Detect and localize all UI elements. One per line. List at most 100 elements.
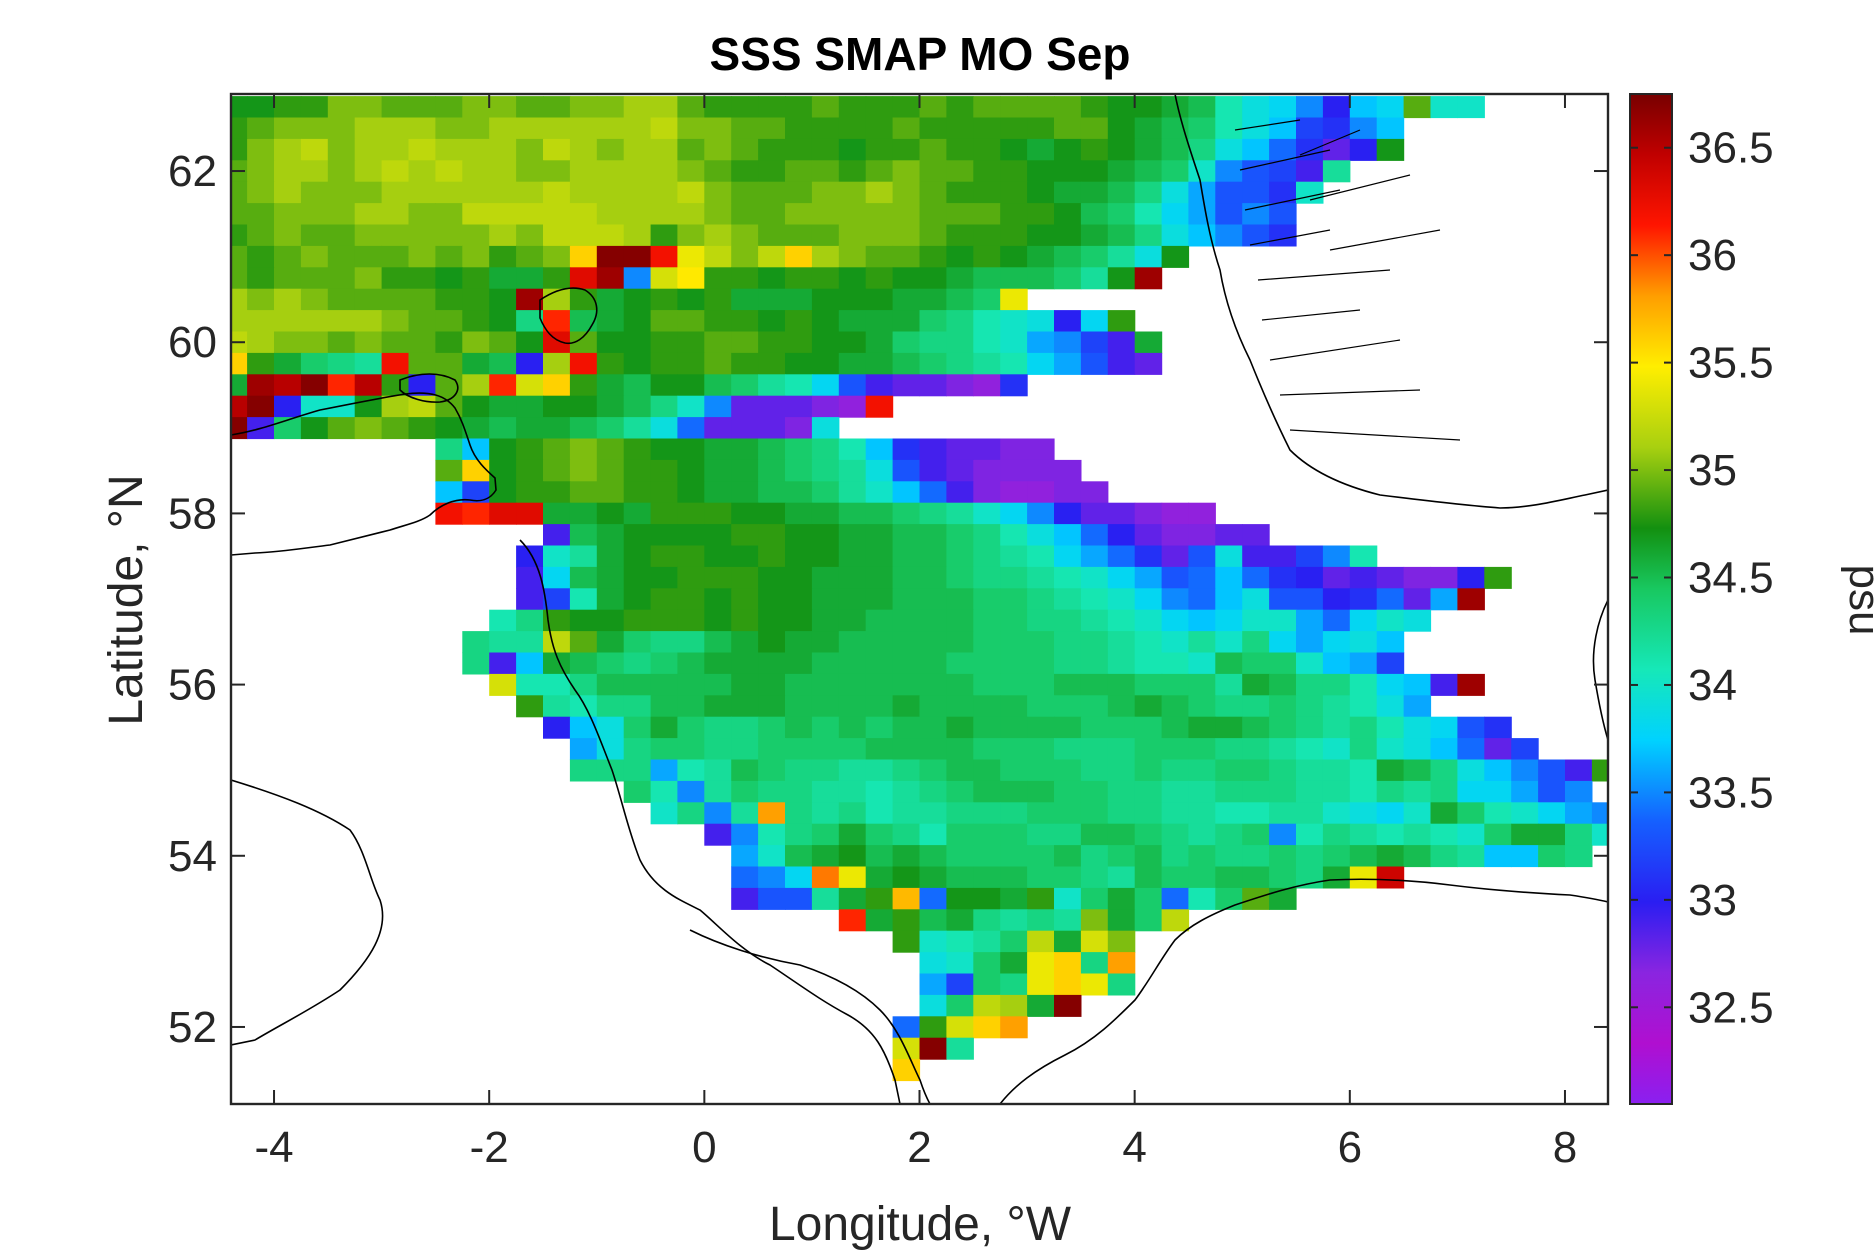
heatmap-cell <box>1054 930 1082 953</box>
heatmap-cell <box>327 203 356 226</box>
heatmap-cell <box>516 695 544 718</box>
heatmap-cell <box>1027 887 1055 910</box>
heatmap-cell <box>623 716 652 739</box>
colorbar-tick-label: 34 <box>1688 661 1737 710</box>
heatmap-cell <box>300 245 329 268</box>
heatmap-cell <box>919 524 947 547</box>
heatmap-cell <box>1349 845 1378 868</box>
heatmap-cell <box>811 160 840 183</box>
heatmap-cell <box>892 310 921 333</box>
heatmap-cell <box>704 802 732 825</box>
heatmap-cell <box>1027 823 1055 846</box>
heatmap-cell <box>1269 224 1297 247</box>
heatmap-cell <box>596 224 625 247</box>
heatmap-cell <box>462 459 490 482</box>
heatmap-cell <box>1215 588 1243 611</box>
heatmap-cell <box>731 866 759 889</box>
heatmap-cell <box>1269 138 1297 161</box>
heatmap-cell <box>1054 909 1082 932</box>
heatmap-cell <box>1215 866 1243 889</box>
heatmap-cell <box>946 631 974 654</box>
heatmap-cell <box>1376 609 1405 632</box>
heatmap-cell <box>1054 96 1082 119</box>
heatmap-cell <box>1296 652 1324 675</box>
heatmap-cell <box>1054 695 1082 718</box>
heatmap-cell <box>569 96 598 119</box>
heatmap-cell <box>865 203 894 226</box>
heatmap-cell <box>973 652 1001 675</box>
heatmap-cell <box>758 160 786 183</box>
heatmap-cell <box>785 524 813 547</box>
heatmap-cell <box>1457 673 1485 696</box>
heatmap-cell <box>1054 310 1082 333</box>
heatmap-cell <box>919 759 947 782</box>
heatmap-cell <box>1376 845 1405 868</box>
heatmap-cell <box>919 374 947 397</box>
heatmap-cell <box>1484 759 1512 782</box>
heatmap-cell <box>838 738 867 761</box>
heatmap-cell <box>838 96 867 119</box>
heatmap-cell <box>838 374 867 397</box>
heatmap-cell <box>973 160 1001 183</box>
heatmap-cell <box>1080 310 1109 333</box>
x-tick-label: 2 <box>907 1123 931 1172</box>
heatmap-cell <box>704 673 732 696</box>
heatmap-cell <box>1080 759 1109 782</box>
heatmap-cell <box>1080 716 1109 739</box>
heatmap-cell <box>758 588 786 611</box>
heatmap-cell <box>1134 845 1163 868</box>
heatmap-cell <box>811 138 840 161</box>
heatmap-cell <box>1430 780 1458 803</box>
heatmap-cell <box>408 160 436 183</box>
heatmap-cell <box>785 845 813 868</box>
heatmap-cell <box>946 374 974 397</box>
heatmap-cell <box>919 994 947 1017</box>
heatmap-cell <box>596 288 625 311</box>
heatmap-cell <box>677 588 705 611</box>
heatmap-cell <box>1134 780 1163 803</box>
heatmap-cell <box>1000 138 1028 161</box>
heatmap-cell <box>946 352 974 375</box>
heatmap-cell <box>704 780 732 803</box>
heatmap-cell <box>381 96 410 119</box>
heatmap-cell <box>811 631 840 654</box>
heatmap-cell <box>596 481 625 504</box>
heatmap-cell <box>300 331 329 354</box>
heatmap-cell <box>1188 759 1216 782</box>
heatmap-cell <box>300 417 329 440</box>
heatmap-cell <box>973 909 1001 932</box>
heatmap-cell <box>543 352 571 375</box>
heatmap-cell <box>569 524 598 547</box>
heatmap-cell <box>1349 673 1378 696</box>
heatmap-cell <box>1134 695 1163 718</box>
heatmap-cell <box>596 417 625 440</box>
heatmap-cell <box>247 138 275 161</box>
heatmap-cell <box>408 310 436 333</box>
heatmap-cell <box>1242 117 1270 140</box>
heatmap-cell <box>327 331 356 354</box>
heatmap-cell <box>1215 673 1243 696</box>
heatmap-cell <box>247 331 275 354</box>
heatmap-cell <box>300 203 329 226</box>
heatmap-cell <box>274 117 302 140</box>
heatmap-cell <box>596 267 625 290</box>
heatmap-cell <box>1215 117 1243 140</box>
heatmap-cell <box>1107 138 1136 161</box>
heatmap-cell <box>1000 716 1028 739</box>
heatmap-cell <box>516 245 544 268</box>
heatmap-cell <box>1027 459 1055 482</box>
heatmap-cell <box>516 588 544 611</box>
heatmap-cell <box>1027 117 1055 140</box>
heatmap-cell <box>865 759 894 782</box>
heatmap-cell <box>1027 802 1055 825</box>
heatmap-cell <box>435 438 463 461</box>
heatmap-cell <box>516 417 544 440</box>
heatmap-cell <box>231 181 248 204</box>
heatmap-cell <box>1242 138 1270 161</box>
heatmap-cell <box>1161 738 1190 761</box>
heatmap-cell <box>489 502 517 525</box>
heatmap-cell <box>677 160 705 183</box>
heatmap-cell <box>1054 673 1082 696</box>
heatmap-cell <box>274 267 302 290</box>
heatmap-cell <box>543 224 571 247</box>
